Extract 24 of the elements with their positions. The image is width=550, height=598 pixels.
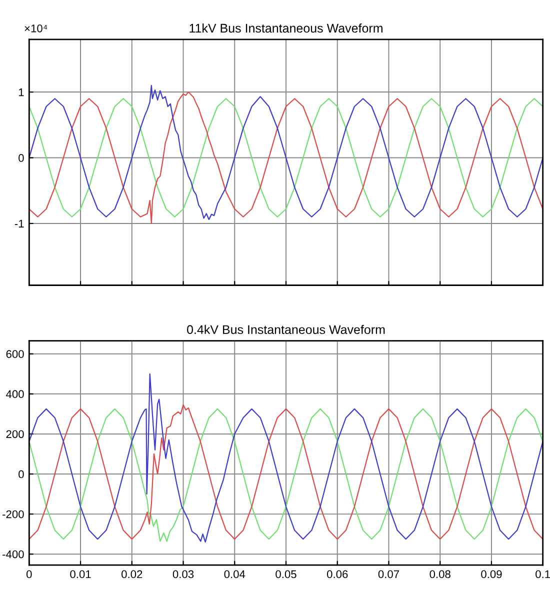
x-tick-label: 0.03	[172, 570, 194, 578]
chart-title: 0.4kV Bus Instantaneous Waveform	[187, 324, 385, 334]
x-tick-label: 0.02	[122, 570, 142, 578]
y-tick-label: -1	[14, 220, 24, 228]
y-tick-label: -200	[2, 510, 24, 518]
x-tick-label: 0.1	[536, 570, 550, 578]
x-tick-label: 0	[26, 570, 32, 578]
y-tick-label: 0	[18, 154, 24, 162]
y-tick-label: 400	[6, 390, 24, 398]
line-series	[29, 373, 543, 543]
x-tick-label: 0.09	[481, 570, 502, 578]
x-tick-label: 0.01	[70, 570, 91, 578]
x-tick-label: 0.08	[430, 570, 450, 578]
y-tick-label: 1	[18, 88, 24, 96]
x-tick-label: 0.04	[224, 570, 246, 578]
text: ×10⁴	[24, 24, 48, 32]
y-tick-label: -400	[2, 550, 24, 558]
y-tick-label: 0	[18, 470, 24, 478]
x-tick-label: 0.07	[378, 570, 399, 578]
y-tick-label: 200	[6, 430, 24, 438]
x-tick-label: 0.06	[326, 570, 348, 578]
y-tick-label: 600	[6, 350, 24, 358]
chart-title: 11kV Bus Instantaneous Waveform	[190, 23, 382, 33]
x-tick-label: 0.05	[276, 570, 296, 578]
